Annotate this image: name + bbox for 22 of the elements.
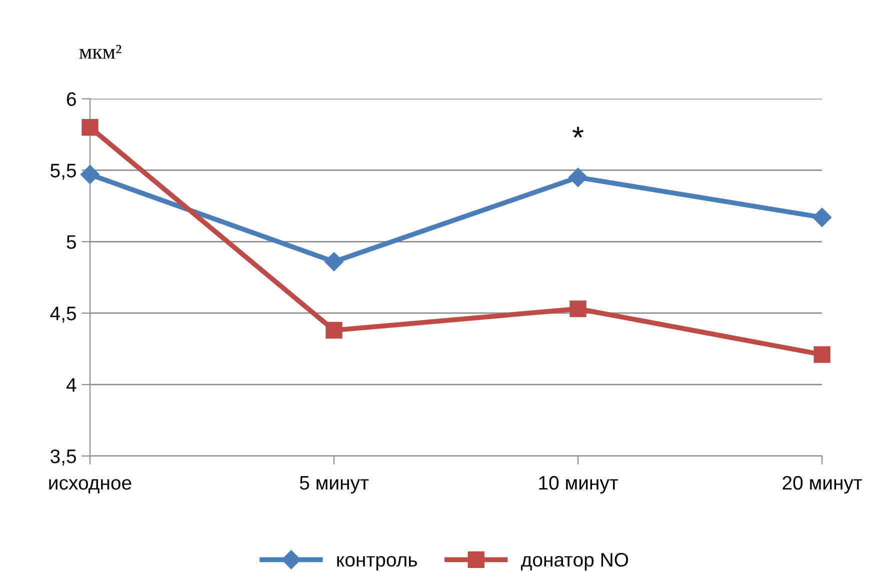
legend-label: контроль — [337, 556, 417, 570]
point — [570, 300, 586, 318]
y-tick-label: 4 — [66, 378, 76, 392]
x-tick-label: 20 минут — [782, 476, 862, 494]
y-axis-title: мкм² — [79, 44, 122, 59]
point — [568, 168, 588, 187]
legend-label: донатор NO — [521, 552, 628, 570]
y-tick-label: 3,5 — [50, 449, 76, 466]
y-tick-label: 5,5 — [50, 164, 76, 180]
x-tick-label: 10 минут — [539, 476, 618, 494]
x-tick-label: 5 минут — [300, 476, 369, 494]
x-tick-label: исходное — [49, 479, 132, 494]
point — [80, 164, 100, 184]
point — [326, 322, 342, 339]
y-tick-label: 4,5 — [50, 306, 76, 323]
point — [814, 346, 830, 363]
point — [82, 119, 98, 136]
y-tick-label: 6 — [66, 92, 76, 106]
point — [812, 208, 832, 227]
point — [324, 252, 344, 272]
y-tick-label: 5 — [66, 235, 76, 249]
annotation: * — [572, 126, 584, 138]
